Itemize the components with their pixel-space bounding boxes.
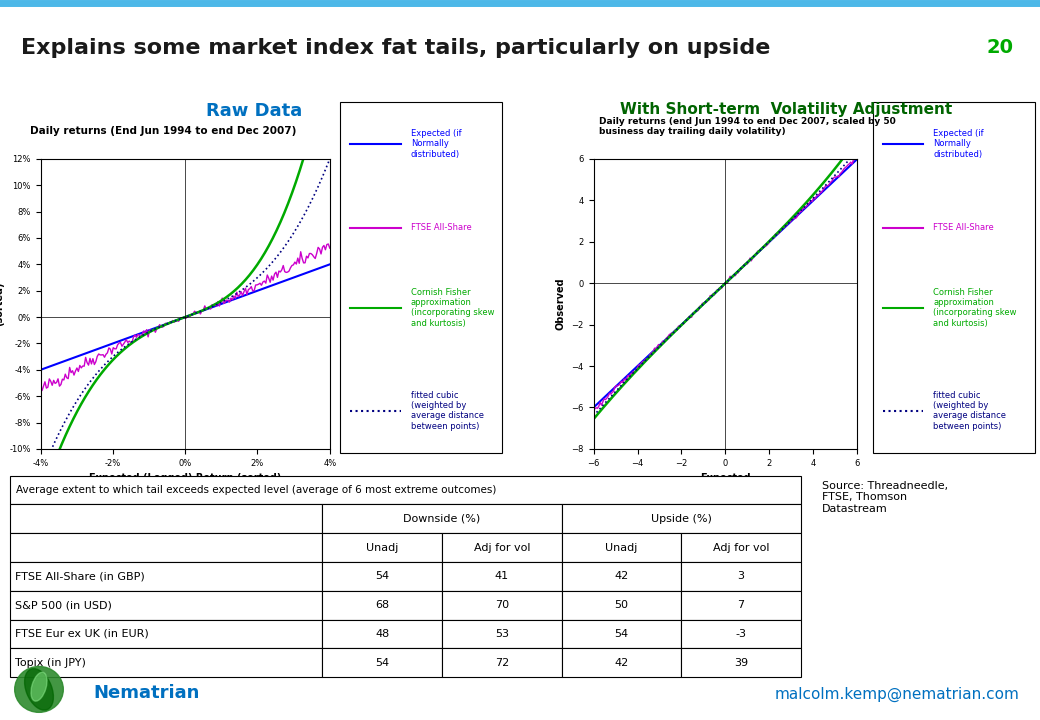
Bar <box>10 476 801 505</box>
Bar <box>681 590 801 619</box>
Bar <box>10 562 322 590</box>
Text: fitted cubic
(weighted by
average distance
between points): fitted cubic (weighted by average distan… <box>934 391 1007 431</box>
Bar <box>10 533 322 562</box>
Bar <box>562 619 681 649</box>
Text: Expected (if
Normally
distributed): Expected (if Normally distributed) <box>934 129 984 158</box>
Text: 48: 48 <box>375 629 389 639</box>
Text: 53: 53 <box>495 629 509 639</box>
Bar <box>442 533 562 562</box>
Text: 42: 42 <box>615 572 628 581</box>
Text: Unadj: Unadj <box>366 543 398 552</box>
Bar <box>10 590 322 619</box>
Text: 68: 68 <box>375 600 389 610</box>
Text: Unadj: Unadj <box>605 543 638 552</box>
Text: S&P 500 (in USD): S&P 500 (in USD) <box>15 600 111 610</box>
Text: 70: 70 <box>495 600 509 610</box>
Bar <box>322 590 442 619</box>
Text: 20: 20 <box>987 38 1014 57</box>
Bar <box>562 649 681 678</box>
Text: Downside (%): Downside (%) <box>404 514 480 523</box>
Text: 54: 54 <box>375 572 389 581</box>
Bar <box>681 533 801 562</box>
Text: Average extent to which tail exceeds expected level (average of 6 most extreme o: Average extent to which tail exceeds exp… <box>16 485 496 495</box>
Text: Raw Data: Raw Data <box>206 102 302 120</box>
Bar <box>562 562 681 590</box>
Text: fitted cubic
(weighted by
average distance
between points): fitted cubic (weighted by average distan… <box>411 391 484 431</box>
Bar <box>562 505 801 533</box>
Text: Cornish Fisher
approximation
(incorporating skew
and kurtosis): Cornish Fisher approximation (incorporat… <box>411 287 494 328</box>
Text: 42: 42 <box>615 658 628 667</box>
Bar <box>562 590 681 619</box>
Bar <box>322 649 442 678</box>
Text: Expected (if
Normally
distributed): Expected (if Normally distributed) <box>411 129 462 158</box>
Bar <box>322 619 442 649</box>
Bar <box>322 562 442 590</box>
Text: malcolm.kemp@nematrian.com: malcolm.kemp@nematrian.com <box>775 687 1019 703</box>
Text: Nematrian: Nematrian <box>94 684 200 703</box>
Text: Adj for vol: Adj for vol <box>473 543 530 552</box>
Text: 54: 54 <box>375 658 389 667</box>
Text: 54: 54 <box>615 629 628 639</box>
Bar <box>322 505 562 533</box>
Bar <box>562 533 681 562</box>
Text: Upside (%): Upside (%) <box>651 514 711 523</box>
Text: Cornish Fisher
approximation
(incorporating skew
and kurtosis): Cornish Fisher approximation (incorporat… <box>934 287 1017 328</box>
Bar <box>681 649 801 678</box>
Text: 50: 50 <box>615 600 628 610</box>
Text: Adj for vol: Adj for vol <box>712 543 770 552</box>
Bar <box>10 619 322 649</box>
Bar <box>442 590 562 619</box>
Bar <box>442 619 562 649</box>
Text: FTSE All-Share: FTSE All-Share <box>411 223 472 232</box>
Bar <box>322 533 442 562</box>
Ellipse shape <box>25 669 53 710</box>
Bar <box>681 562 801 590</box>
Ellipse shape <box>31 672 47 701</box>
Text: Topix (in JPY): Topix (in JPY) <box>15 658 85 667</box>
Text: 72: 72 <box>495 658 509 667</box>
Ellipse shape <box>15 667 63 712</box>
Text: Explains some market index fat tails, particularly on upside: Explains some market index fat tails, pa… <box>21 37 771 58</box>
Text: With Short-term  Volatility Adjustment: With Short-term Volatility Adjustment <box>620 102 953 117</box>
Text: Daily returns (End Jun 1994 to end Dec 2007): Daily returns (End Jun 1994 to end Dec 2… <box>30 126 296 136</box>
Text: 7: 7 <box>737 600 745 610</box>
Bar <box>442 562 562 590</box>
Text: 3: 3 <box>737 572 745 581</box>
Text: Daily returns (end Jun 1994 to end Dec 2007, scaled by 50
business day trailing : Daily returns (end Jun 1994 to end Dec 2… <box>599 117 895 136</box>
Text: 41: 41 <box>495 572 509 581</box>
Bar <box>10 649 322 678</box>
Bar <box>681 619 801 649</box>
Text: FTSE All-Share (in GBP): FTSE All-Share (in GBP) <box>15 572 145 581</box>
Bar <box>10 505 322 533</box>
Text: 39: 39 <box>734 658 748 667</box>
Text: Source: Threadneedle,
FTSE, Thomson
Datastream: Source: Threadneedle, FTSE, Thomson Data… <box>822 481 947 514</box>
Text: -3: -3 <box>735 629 747 639</box>
Text: FTSE Eur ex UK (in EUR): FTSE Eur ex UK (in EUR) <box>15 629 149 639</box>
Bar <box>442 649 562 678</box>
Text: FTSE All-Share: FTSE All-Share <box>934 223 994 232</box>
